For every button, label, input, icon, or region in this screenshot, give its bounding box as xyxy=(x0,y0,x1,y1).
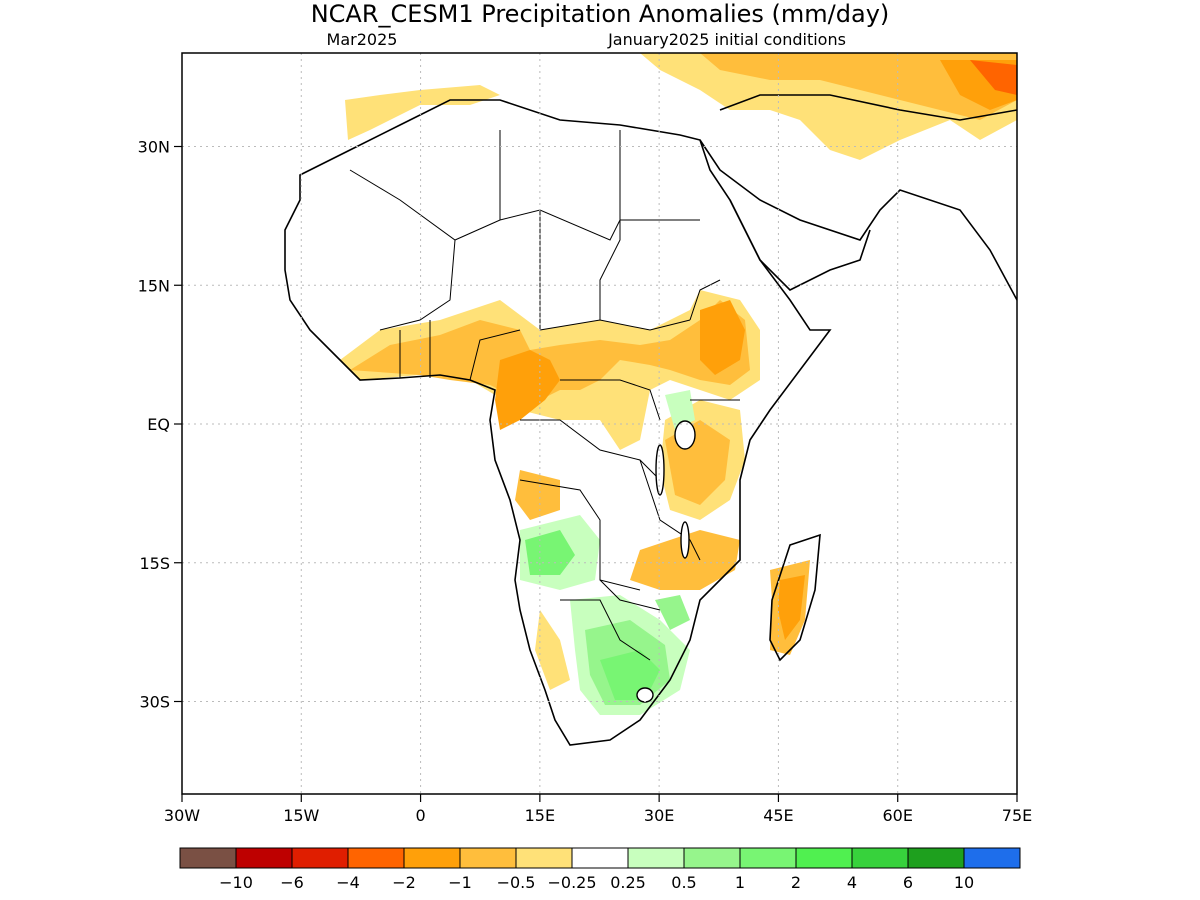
colorbar-label: 10 xyxy=(954,873,974,892)
colorbar-label: −4 xyxy=(336,873,360,892)
colorbar-label: 0.5 xyxy=(671,873,696,892)
colorbar-swatch xyxy=(571,847,629,869)
lakes xyxy=(636,420,696,703)
landmass xyxy=(285,95,1017,745)
colorbar-label: 4 xyxy=(847,873,857,892)
colorbar-swatch xyxy=(515,847,573,869)
lon-tick-label: 60E xyxy=(882,806,912,825)
lon-tick-label: 15E xyxy=(525,806,555,825)
colorbar-swatch xyxy=(963,847,1021,869)
map-content xyxy=(284,53,1017,746)
colorbar-label: −0.5 xyxy=(497,873,536,892)
colorbar-swatch xyxy=(179,847,237,869)
colorbar-swatch xyxy=(347,847,405,869)
colorbar-swatch xyxy=(851,847,909,869)
longitude-axis: 30W 15W 0 15E 30E 45E 60E 75E xyxy=(164,794,1032,825)
colorbar-swatch xyxy=(459,847,517,869)
gridlines xyxy=(182,53,1017,794)
lon-tick-label: 15W xyxy=(283,806,319,825)
colorbar-swatch xyxy=(403,847,461,869)
colorbar-swatch xyxy=(627,847,685,869)
colorbar-label: −1 xyxy=(448,873,472,892)
colorbar-label: −0.25 xyxy=(547,873,596,892)
country-borders xyxy=(349,130,740,661)
lon-tick-label: 75E xyxy=(1002,806,1032,825)
lon-tick-label: 30W xyxy=(164,806,200,825)
colorbar-label: 2 xyxy=(791,873,801,892)
lat-tick-label: 30S xyxy=(139,693,170,712)
colorbar-label: −10 xyxy=(219,873,253,892)
colorbar-swatch xyxy=(739,847,797,869)
colorbar-swatch xyxy=(291,847,349,869)
colorbar-swatch xyxy=(795,847,853,869)
dry-anomaly-areas xyxy=(340,53,1017,690)
lat-tick-label: 30N xyxy=(138,138,170,157)
colorbar-label: −6 xyxy=(280,873,304,892)
colorbar-swatch xyxy=(235,847,293,869)
lon-tick-label: 45E xyxy=(763,806,793,825)
colorbar: −10 −6 −4 −2 −1 −0.5 −0.25 0.25 0.5 1 2 4 6 10 xyxy=(179,847,1021,892)
initial-conditions: January2025 initial conditions xyxy=(607,30,846,49)
colorbar-label: 1 xyxy=(735,873,745,892)
latitude-axis: 30N 15N EQ 15S 30S xyxy=(138,138,182,712)
colorbar-label: −2 xyxy=(392,873,416,892)
forecast-month: Mar2025 xyxy=(327,30,398,49)
lat-tick-label: 15N xyxy=(138,276,170,295)
lon-tick-label: 30E xyxy=(644,806,674,825)
colorbar-swatch xyxy=(907,847,965,869)
lon-tick-label: 0 xyxy=(415,806,425,825)
lat-tick-label: EQ xyxy=(147,415,170,434)
map-title: NCAR_CESM1 Precipitation Anomalies (mm/d… xyxy=(311,0,890,28)
colorbar-swatch xyxy=(683,847,741,869)
colorbar-label: 0.25 xyxy=(610,873,646,892)
colorbar-label: 6 xyxy=(903,873,913,892)
lat-tick-label: 15S xyxy=(139,554,170,573)
